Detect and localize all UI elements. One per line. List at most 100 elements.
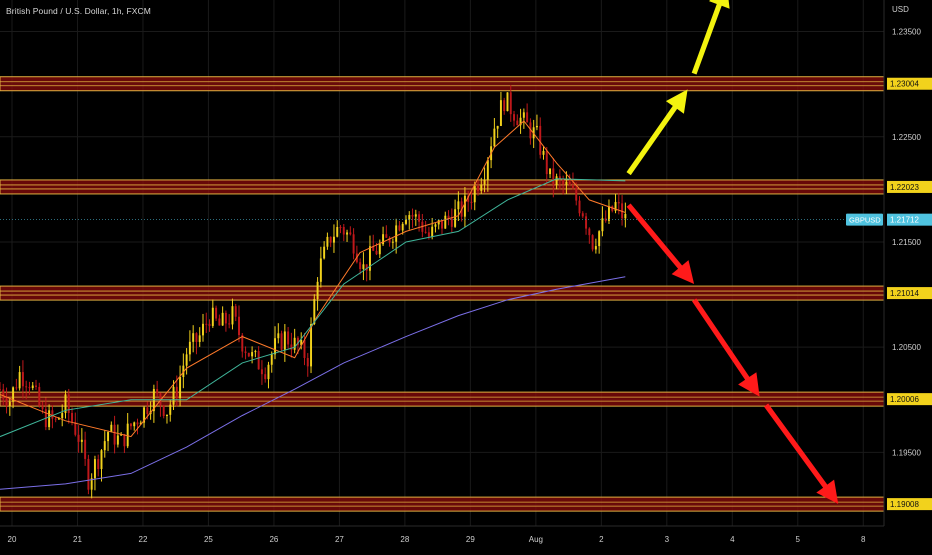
candle-body [221, 312, 224, 326]
candle-body [169, 404, 172, 415]
candle-body [496, 125, 499, 129]
candle-body [8, 401, 11, 407]
candle-body [332, 236, 335, 243]
moving-average-line [0, 120, 626, 438]
candle-body [581, 213, 584, 217]
candle-body [146, 407, 149, 415]
price-axis: USD1.235001.230001.225001.220001.215001.… [846, 0, 932, 550]
level-band [0, 496, 885, 512]
time-tick-label: 29 [466, 535, 475, 544]
candle-body [591, 235, 594, 250]
chart-title: British Pound / U.S. Dollar, 1h, FXCM [6, 6, 151, 16]
candle-body [234, 306, 237, 317]
levels [0, 76, 885, 512]
price-tick-label: 1.20500 [892, 343, 921, 352]
candle-body [555, 176, 558, 185]
candle-body [398, 225, 401, 231]
candle-body [103, 441, 106, 451]
candle-body [21, 372, 24, 387]
candle-body [139, 422, 142, 425]
candle-body [391, 241, 394, 243]
candle-body [326, 236, 329, 247]
arrow-up-icon [626, 89, 688, 176]
candle-body [601, 218, 604, 232]
candle-body [562, 179, 565, 185]
candle-body [493, 128, 496, 147]
candle-body [594, 246, 597, 250]
candle-body [188, 341, 191, 355]
candle-body [558, 176, 561, 180]
candle-body [614, 201, 617, 211]
candle-body [110, 424, 113, 433]
level-band [0, 391, 885, 407]
candle-body [450, 218, 453, 227]
candle-body [136, 422, 139, 425]
candle-body [198, 335, 201, 342]
candle-body [378, 244, 381, 255]
candle-body [329, 236, 332, 243]
candle-body [172, 386, 175, 405]
candle-body [61, 413, 64, 419]
candle-body [486, 160, 489, 180]
candle-body [300, 339, 303, 346]
price-axis-unit: USD [892, 5, 909, 14]
candle-body [143, 407, 146, 423]
candle-body [93, 459, 96, 479]
candle-body [522, 112, 525, 118]
candle-body [31, 385, 34, 389]
candle-body [126, 423, 129, 447]
candle-body [516, 120, 519, 126]
candle-body [477, 185, 479, 191]
candle-body [575, 187, 578, 201]
candle-body [296, 337, 299, 346]
candle-body [28, 387, 31, 389]
candle-body [368, 246, 371, 271]
candle-body [231, 306, 234, 325]
candle-body [165, 414, 168, 416]
candle-body [264, 374, 267, 380]
candle-body [35, 385, 37, 387]
candle-body [67, 394, 70, 414]
candle-body [617, 201, 620, 204]
candle-body [568, 181, 571, 186]
price-tick-label: 1.23500 [892, 28, 921, 37]
candle-body [48, 410, 51, 428]
time-tick-label: 27 [335, 535, 344, 544]
candle-body [2, 389, 5, 399]
level-price-label: 1.20006 [890, 395, 919, 404]
candle-body [535, 125, 538, 128]
time-axis: 20 21 22 25 26 27 28 29 Aug 2 3 4 5 8 [0, 525, 932, 550]
candle-body [202, 323, 204, 336]
candle-body [211, 307, 214, 326]
candle-body [565, 181, 568, 185]
candle-body [244, 351, 247, 353]
candle-body [224, 312, 227, 324]
candle-body [179, 376, 182, 399]
candle-body [513, 114, 516, 121]
candle-body [215, 307, 218, 319]
candle-body [336, 227, 339, 237]
candle-body [5, 398, 8, 407]
time-tick-label: 26 [269, 535, 278, 544]
candle-body [293, 337, 296, 350]
candle-body [90, 478, 93, 490]
candle-body [545, 150, 548, 175]
candle-body [506, 92, 509, 112]
candle-body [454, 209, 457, 227]
candle-body [25, 386, 28, 388]
candle-body [175, 386, 178, 399]
candle-body [323, 246, 326, 259]
candle-body [578, 200, 581, 214]
candle-body [57, 418, 60, 420]
time-tick-label: 22 [139, 535, 148, 544]
candle-body [467, 195, 470, 202]
current-price-tag [887, 213, 932, 226]
candle-body [349, 232, 352, 235]
candle-body [624, 214, 627, 219]
candle-body [280, 333, 283, 350]
candle-body [382, 234, 385, 245]
candle-body [123, 434, 126, 447]
arrows [626, 0, 839, 504]
